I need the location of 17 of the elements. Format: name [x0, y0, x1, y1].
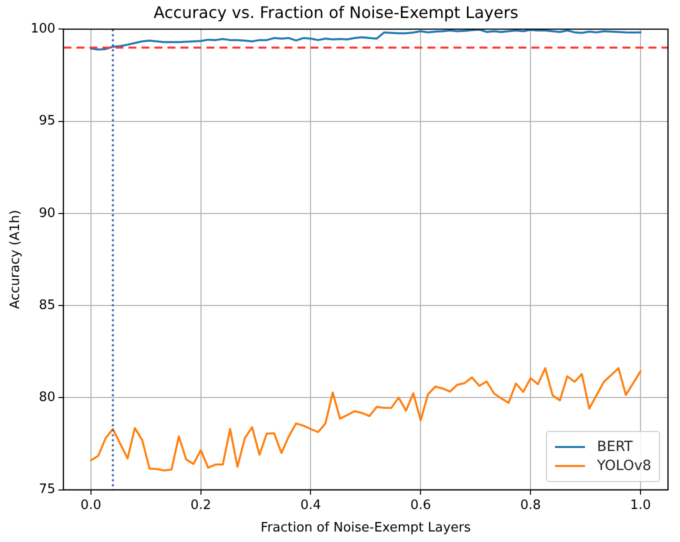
x-tick-label: 0.8 [520, 498, 541, 513]
y-tick-label: 95 [38, 114, 56, 129]
x-tick-label: 0.2 [190, 498, 212, 513]
y-tick-label: 75 [38, 482, 56, 498]
legend-label: YOLOv8 [597, 458, 652, 474]
x-tick-label: 1.0 [630, 498, 651, 513]
y-tick-label: 90 [38, 206, 56, 221]
y-axis-title: Accuracy (A1h) [8, 210, 24, 310]
y-tick-label: 85 [38, 298, 56, 313]
x-tick-label: 0.0 [80, 498, 102, 513]
x-tick-label: 0.6 [410, 498, 432, 513]
chart-title: Accuracy vs. Fraction of Noise-Exempt Layers [154, 2, 518, 22]
x-axis-title: Fraction of Noise-Exempt Layers [260, 520, 471, 536]
x-tick-label: 0.4 [300, 498, 322, 513]
legend-label: BERT [597, 438, 633, 455]
y-tick-label: 80 [38, 390, 56, 406]
y-tick-label: 100 [30, 22, 56, 37]
